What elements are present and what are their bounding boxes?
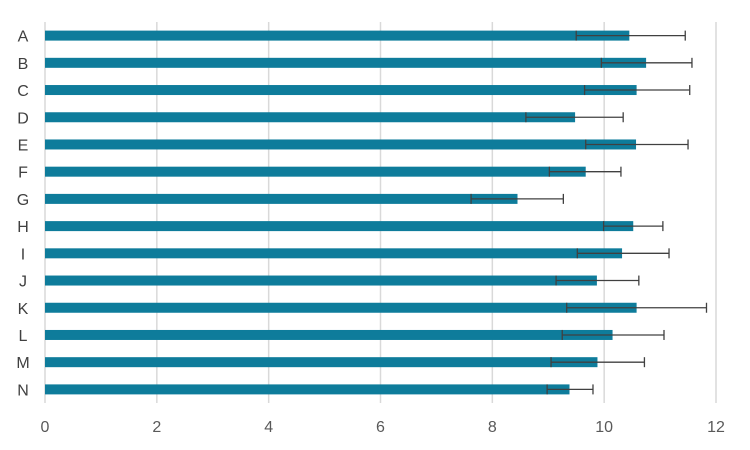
x-tick-label: 6 [376,419,385,436]
bar-M [45,357,598,368]
category-label: F [18,165,28,182]
error-bar-F [548,166,622,177]
bar-B [45,57,647,68]
error-bar-A [575,30,686,41]
x-tick-label: 12 [707,419,725,436]
bar-G [45,193,518,204]
error-bars [470,30,708,395]
bar-K [45,302,637,313]
category-label: K [18,301,29,318]
error-bar-H [602,221,664,232]
category-label: C [17,83,29,100]
bar-J [45,275,597,286]
category-label: L [19,328,28,345]
gridlines [44,22,717,403]
bar-D [45,112,576,123]
bar-L [45,329,613,340]
bars [45,30,647,395]
category-label: N [17,382,29,399]
bar-I [45,248,623,259]
category-label: D [17,110,29,127]
category-label: I [21,246,25,263]
error-bar-G [470,193,564,204]
category-label: A [18,29,29,46]
error-bar-L [561,329,665,340]
x-tick-label: 8 [488,419,497,436]
category-label: M [16,355,29,372]
bar-H [45,221,634,232]
category-label: E [18,137,29,154]
x-tick-label: 10 [595,419,613,436]
error-bar-I [576,248,670,259]
x-tick-label: 4 [264,419,273,436]
error-bar-J [555,275,640,286]
error-bar-B [600,57,693,68]
bar-E [45,139,637,150]
category-label: J [19,274,27,291]
bar-N [45,384,570,395]
bar-F [45,166,586,177]
bar-A [45,30,630,41]
x-tick-label: 2 [152,419,161,436]
error-bar-D [525,112,624,123]
category-label: H [17,219,29,236]
x-axis-tick-labels: 0 2 4 6 8 10 12 [41,419,725,436]
x-tick-label: 0 [41,419,50,436]
error-bar-C [583,85,691,96]
error-bar-M [550,357,646,368]
bar-C [45,85,637,96]
error-bar-N [546,384,594,395]
category-label: B [18,56,29,73]
error-bar-K [566,302,708,313]
error-bar-E [585,139,689,150]
category-label: G [17,192,29,209]
